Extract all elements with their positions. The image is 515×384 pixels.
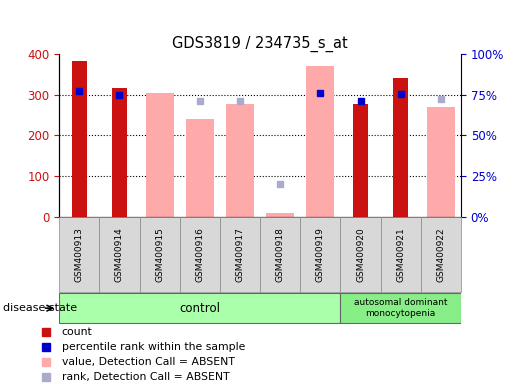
Bar [353,104,368,217]
Title: GDS3819 / 234735_s_at: GDS3819 / 234735_s_at [172,36,348,52]
Bar [260,217,300,292]
Bar [266,213,294,217]
Bar [340,293,461,323]
Text: value, Detection Call = ABSENT: value, Detection Call = ABSENT [62,357,235,367]
Text: GSM400913: GSM400913 [75,227,84,282]
Text: GSM400921: GSM400921 [396,227,405,282]
Bar [340,217,381,292]
Text: rank, Detection Call = ABSENT: rank, Detection Call = ABSENT [62,372,230,382]
Bar [146,93,174,217]
Bar [306,66,334,217]
Text: GSM400916: GSM400916 [195,227,204,282]
Text: control: control [179,302,220,314]
Bar [300,217,340,292]
Bar [180,217,220,292]
Bar [421,217,461,292]
Text: count: count [62,327,93,337]
Text: GSM400922: GSM400922 [436,227,445,282]
Text: autosomal dominant
monocytopenia: autosomal dominant monocytopenia [354,298,448,318]
Bar [186,119,214,217]
Bar [112,88,127,217]
Bar [381,217,421,292]
Bar [140,217,180,292]
Text: GSM400917: GSM400917 [235,227,245,282]
Bar [226,104,254,217]
Bar [427,107,455,217]
Bar [72,61,87,217]
Bar [99,217,140,292]
Text: GSM400915: GSM400915 [155,227,164,282]
Text: GSM400914: GSM400914 [115,227,124,282]
Bar [59,217,99,292]
Text: disease state: disease state [3,303,77,313]
Text: GSM400919: GSM400919 [316,227,325,282]
Text: percentile rank within the sample: percentile rank within the sample [62,342,245,352]
Bar [393,78,408,217]
Bar [59,293,340,323]
Text: GSM400918: GSM400918 [276,227,285,282]
Text: GSM400920: GSM400920 [356,227,365,282]
Bar [220,217,260,292]
